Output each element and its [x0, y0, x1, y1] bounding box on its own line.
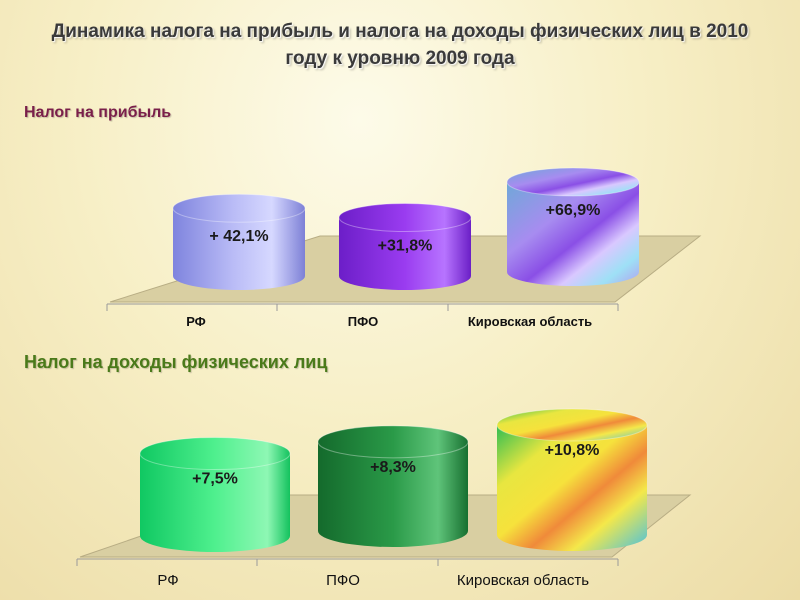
- category-label: ПФО: [326, 572, 360, 589]
- category-label: Кировская область: [468, 314, 592, 329]
- bar-1: [172, 193, 306, 290]
- data-label: +66,9%: [546, 202, 601, 219]
- page-title: Динамика налога на прибыль и налога на д…: [51, 21, 749, 69]
- bar-body: [318, 441, 468, 547]
- category-label: Кировская область: [457, 572, 589, 589]
- category-label: РФ: [186, 314, 206, 329]
- data-label: +10,8%: [545, 442, 600, 459]
- chart-title-profit-tax: Налог на прибыль: [24, 104, 172, 121]
- income-tax-chart: +7,5% РФ +8,3% ПФО +10,8% Кировская область: [76, 408, 692, 589]
- bar-2: [338, 202, 472, 290]
- bar-top: [139, 437, 291, 470]
- bar-top: [496, 408, 648, 442]
- profit-tax-chart: + 42,1% РФ +31,8% ПФО +66,9% Кировская област…: [106, 167, 702, 329]
- data-label: +31,8%: [378, 237, 433, 254]
- bar-body: [507, 182, 639, 286]
- bar-body: [497, 425, 647, 551]
- bar-body: [339, 217, 471, 290]
- category-label: ПФО: [348, 314, 379, 329]
- category-label: РФ: [157, 572, 178, 589]
- bar-top: [317, 425, 469, 459]
- bar-2: [317, 425, 469, 547]
- bar-body: [140, 453, 290, 552]
- bar-3: [496, 408, 648, 551]
- bar-top: [172, 193, 306, 223]
- bar-body: [173, 208, 305, 290]
- data-label: +8,3%: [370, 459, 416, 476]
- data-label: + 42,1%: [209, 228, 268, 245]
- data-label: +7,5%: [192, 471, 238, 488]
- bar-1: [139, 437, 291, 552]
- bar-top: [506, 167, 640, 197]
- bar-3: [506, 167, 640, 286]
- bar-top: [338, 202, 472, 232]
- chart-title-income-tax: Налог на доходы физических лиц: [24, 352, 328, 372]
